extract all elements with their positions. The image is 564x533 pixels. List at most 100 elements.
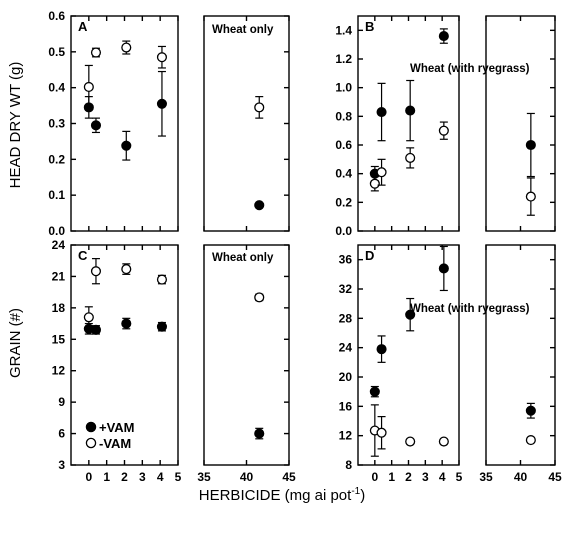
legend-marker-minus-vam [86,438,95,447]
plot-frame-right [486,245,555,465]
data-point-minus-vam [526,192,535,201]
x-tick-label: 2 [121,470,128,484]
y-tick-label: 0.6 [48,9,65,23]
data-point-plus-vam [92,325,101,334]
y-tick-label: 15 [52,332,66,346]
data-point-plus-vam [526,406,535,415]
y-tick-label: 0.0 [48,224,65,238]
y-tick-label: 12 [52,364,66,378]
panel-b: 0.0 0.2 0.4 0.6 0.8 1.0 1.2 1.4 B Wheat (with rye… [335,16,555,238]
data-point-plus-vam [92,121,101,130]
plot-frame-right [204,16,289,231]
x-tick-label: 0 [85,470,92,484]
y-tick-label: 8 [345,458,352,472]
data-point-plus-vam [439,264,448,273]
y-tick-label: 0.3 [48,117,65,131]
x-tick-label: 2 [405,470,412,484]
data-point-minus-vam [526,436,535,445]
data-point-minus-vam [84,313,93,322]
x-tick-label: 3 [422,470,429,484]
data-point-minus-vam [377,428,386,437]
panel-letter: D [365,248,374,263]
y-tick-label: 1.0 [335,81,352,95]
data-point-plus-vam [158,322,167,331]
panel-annotation: Wheat (with ryegrass) [410,63,530,75]
panels-layer: 0.00.10.20.30.40.50.6A Wheat only0.00.20.… [48,9,562,484]
plot-frame-right [486,16,555,231]
x-axis-title-close: ) [360,487,365,504]
x-tick-label: 35 [197,470,211,484]
x-tick-label: 5 [175,470,182,484]
y-tick-label: 9 [58,395,65,409]
data-point-plus-vam [406,310,415,319]
x-tick-label: 5 [456,470,463,484]
x-tick-label: 3 [139,470,146,484]
data-point-plus-vam [377,108,386,117]
data-point-minus-vam [92,48,101,57]
y-tick-label: 0.6 [335,138,352,152]
data-point-minus-vam [406,437,415,446]
panel-annotation: Wheat only [212,252,274,264]
y-tick-label: 0.1 [48,188,65,202]
y-tick-label: 24 [339,341,353,355]
data-point-plus-vam [255,201,264,210]
data-point-plus-vam [370,387,379,396]
legend-marker-plus-vam [86,422,95,431]
data-point-plus-vam [377,345,386,354]
y-tick-label: 0.2 [335,195,352,209]
data-point-minus-vam [255,103,264,112]
data-point-minus-vam [122,265,131,274]
data-point-minus-vam [406,154,415,163]
data-point-minus-vam [158,53,167,62]
y-axis-title-head-dry-weight: HEAD DRY WT (g) [7,62,24,189]
data-point-plus-vam [122,141,131,150]
x-tick-label: 45 [282,470,296,484]
data-point-minus-vam [370,179,379,188]
y-tick-label: 36 [339,253,353,267]
y-tick-label: 0.4 [335,167,352,181]
y-tick-label: 32 [339,282,353,296]
x-tick-label: 1 [388,470,395,484]
x-tick-label: 0 [371,470,378,484]
y-tick-label: 12 [339,429,353,443]
data-point-plus-vam [406,106,415,115]
y-tick-label: 21 [52,269,66,283]
data-point-plus-vam [122,319,131,328]
panel-a: 0.0 0.1 0.2 0.3 0.4 0.5 0.6 A Wheat only [48,9,289,238]
data-point-plus-vam [158,99,167,108]
panel-letter: C [78,248,88,263]
y-tick-label: 1.2 [335,52,352,66]
panel-letter: B [365,19,374,34]
y-tick-label: 1.4 [335,23,352,37]
plot-frame-right [204,245,289,465]
x-tick-label: 45 [548,470,562,484]
x-axis-title-main: HERBICIDE (mg ai pot [199,487,352,504]
y-tick-label: 20 [339,370,353,384]
y-tick-label: 3 [58,458,65,472]
y-tick-label: 18 [52,301,66,315]
legend: +VAM -VAM [86,420,134,451]
y-tick-label: 0.2 [48,152,65,166]
y-tick-label: 24 [52,238,66,252]
x-tick-label: 35 [479,470,493,484]
data-point-minus-vam [84,83,93,92]
y-tick-label: 28 [339,311,353,325]
panel-annotation: Wheat (with ryegrass) [410,303,530,315]
x-tick-label: 1 [103,470,110,484]
panel-letter: A [78,19,88,34]
y-tick-label: 0.0 [335,224,352,238]
x-tick-label: 40 [514,470,528,484]
data-point-minus-vam [255,293,264,302]
legend-label-minus-vam: -VAM [99,436,131,451]
y-axis-title-grain: GRAIN (#) [7,308,24,378]
y-tick-label: 6 [58,427,65,441]
panel-annotation: Wheat only [212,24,274,36]
y-tick-label: 0.4 [48,81,65,95]
data-point-minus-vam [92,267,101,276]
data-point-minus-vam [439,126,448,135]
y-tick-label: 0.8 [335,109,352,123]
y-tick-label: 16 [339,399,353,413]
data-point-plus-vam [526,141,535,150]
